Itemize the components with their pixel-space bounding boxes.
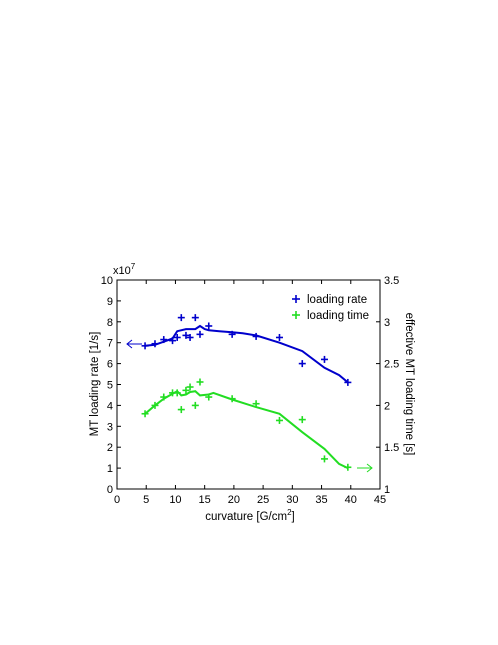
- legend-label-rate: loading rate: [307, 294, 367, 306]
- x-tick-label: 45: [374, 494, 386, 506]
- data-point: [344, 378, 352, 386]
- y-right-tick-label: 1.5: [384, 442, 399, 454]
- data-point: [191, 314, 199, 322]
- x-tick-label: 15: [199, 494, 211, 506]
- data-point: [252, 400, 260, 408]
- data-point: [169, 337, 177, 345]
- data-point: [182, 331, 190, 339]
- data-point: [320, 355, 328, 363]
- series-line-0: [144, 324, 349, 384]
- right-axis-arrow: [357, 463, 373, 473]
- data-point: [160, 393, 168, 401]
- x-tick-label: 20: [228, 494, 240, 506]
- left-axis-arrow: [126, 339, 142, 349]
- y-right-axis-label: effective MT loading time [s]: [403, 313, 415, 456]
- data-point: [186, 383, 194, 391]
- legend-item-time: loading time: [292, 310, 369, 322]
- x-tick-label: 10: [169, 494, 181, 506]
- y-right-tick-label: 3: [384, 317, 390, 329]
- data-point: [173, 333, 181, 341]
- y-left-tick-label: 10: [101, 275, 113, 287]
- x-tick-label: 25: [257, 494, 269, 506]
- y-left-tick-label: 8: [107, 317, 113, 329]
- x-tick-label: 35: [315, 494, 327, 506]
- y-left-exponent: x107: [113, 262, 136, 277]
- data-point: [320, 455, 328, 463]
- data-point: [275, 416, 283, 424]
- data-point: [205, 322, 213, 330]
- legend-label-time: loading time: [307, 310, 369, 322]
- data-point: [196, 378, 204, 386]
- series-layer: [141, 314, 352, 471]
- data-point: [177, 406, 185, 414]
- data-point: [182, 386, 190, 394]
- x-tick-label: 0: [114, 494, 120, 506]
- data-point: [252, 332, 260, 340]
- data-point: [151, 401, 159, 409]
- data-point: [191, 401, 199, 409]
- y-right-tick-label: 2.5: [384, 359, 399, 371]
- series-line-1: [144, 389, 349, 470]
- ticks: 0 5 10 15 20 25 30 35 40 4501234567891011.522.533…: [101, 275, 400, 506]
- y-left-tick-label: 0: [107, 484, 113, 496]
- y-right-tick-label: 3.5: [384, 275, 399, 287]
- data-point: [275, 333, 283, 341]
- y-left-tick-label: 2: [107, 442, 113, 454]
- y-left-tick-label: 4: [107, 400, 113, 412]
- data-point: [344, 463, 352, 471]
- data-point: [298, 416, 306, 424]
- data-point: [173, 389, 181, 397]
- y-left-tick-label: 7: [107, 338, 113, 350]
- data-point: [151, 340, 159, 348]
- y-right-tick-label: 1: [384, 484, 390, 496]
- y-left-tick-label: 1: [107, 463, 113, 475]
- data-point: [141, 410, 149, 418]
- y-left-axis-label: MT loading rate [1/s]: [89, 332, 101, 437]
- data-point: [298, 360, 306, 368]
- data-point: [141, 342, 149, 350]
- y-left-tick-label: 6: [107, 359, 113, 371]
- data-point: [196, 330, 204, 338]
- legend: loading rate loading time: [292, 294, 369, 322]
- y-right-tick-label: 2: [384, 400, 390, 412]
- x-tick-label: 40: [345, 494, 357, 506]
- data-point: [228, 330, 236, 338]
- legend-item-rate: loading rate: [292, 294, 367, 306]
- y-left-tick-label: 3: [107, 421, 113, 433]
- data-point: [177, 314, 185, 322]
- data-point: [160, 336, 168, 344]
- data-point: [228, 395, 236, 403]
- x-axis-label: curvature [G/cm2]: [205, 508, 294, 523]
- x-tick-label: 30: [286, 494, 298, 506]
- y-left-tick-label: 5: [107, 380, 113, 392]
- y-left-tick-label: 9: [107, 296, 113, 308]
- x-tick-label: 5: [143, 494, 149, 506]
- data-point: [186, 333, 194, 341]
- data-point: [205, 393, 213, 401]
